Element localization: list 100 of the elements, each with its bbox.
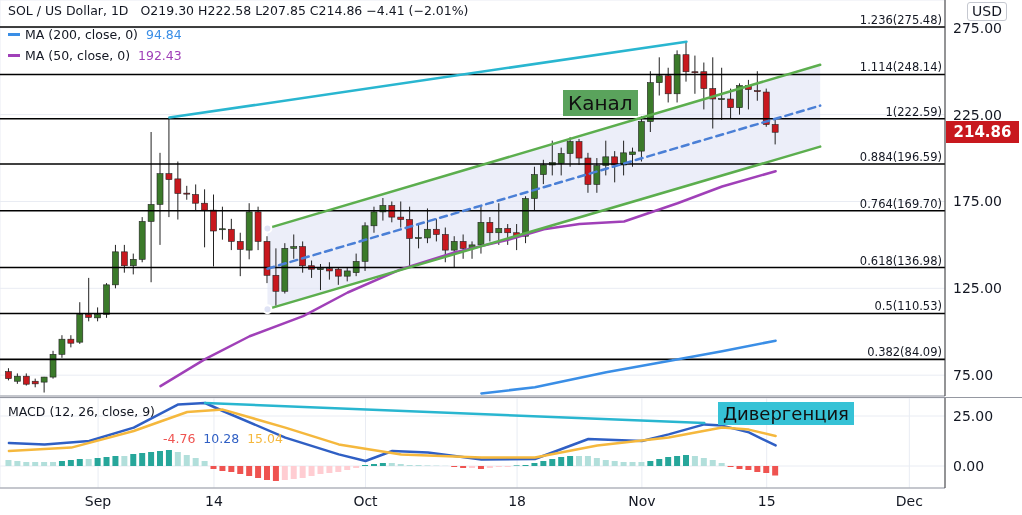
text: 214.86	[953, 123, 1012, 142]
y-tick-label: 125.00	[953, 280, 1002, 297]
bar	[192, 458, 199, 466]
bar	[754, 466, 761, 472]
ref-line-label: 1.114(248.14)	[859, 60, 942, 75]
bar	[103, 457, 110, 466]
annotation: 15.04	[247, 431, 283, 446]
y-tick-label: 25.00	[953, 407, 994, 424]
x-tick-label: Nov	[628, 492, 656, 509]
bar	[718, 463, 725, 466]
bar	[593, 458, 600, 466]
bar	[23, 462, 30, 466]
y-axis-title: USD	[967, 2, 1007, 21]
candlestick	[754, 70, 761, 102]
bar	[567, 456, 574, 466]
bar	[611, 461, 618, 466]
legend-label: MA (50, close, 0)	[25, 47, 131, 65]
bar	[683, 455, 689, 466]
ref-line-label: 1(222.59)	[885, 104, 942, 119]
ref-line-label: 0.884(196.59)	[859, 149, 942, 164]
bar	[112, 456, 119, 466]
bar	[709, 460, 716, 466]
bar	[121, 456, 128, 466]
bar	[130, 454, 137, 466]
y-tick-label: 275.00	[953, 19, 1002, 36]
candlestick	[201, 188, 208, 248]
candlestick	[424, 207, 431, 244]
candlestick	[299, 240, 306, 274]
bar	[94, 458, 101, 466]
y-tick-label: 225.00	[953, 106, 1002, 123]
candlestick	[655, 56, 663, 97]
bar	[736, 466, 743, 469]
candlestick	[433, 218, 440, 242]
bar	[201, 461, 208, 466]
y-tick-label: 175.00	[953, 193, 1002, 210]
x-tick-label: Sep	[84, 492, 112, 509]
bar	[228, 466, 235, 472]
annotation: Дивергенция	[718, 402, 854, 425]
bar	[335, 466, 342, 472]
bar	[674, 456, 681, 466]
bar	[76, 459, 83, 466]
annotation: 10.28	[203, 431, 240, 446]
bar	[602, 460, 609, 466]
bar	[745, 466, 752, 470]
candlestick	[415, 223, 422, 249]
candlestick	[727, 88, 734, 119]
bar	[691, 456, 698, 466]
candlestick	[192, 183, 199, 211]
bar	[32, 462, 39, 466]
bar	[308, 466, 315, 476]
candlestick	[290, 233, 298, 260]
line-series	[480, 339, 777, 395]
bar	[665, 457, 672, 466]
candlestick	[228, 218, 235, 251]
candlestick	[718, 67, 725, 121]
bar	[477, 466, 484, 469]
bar	[299, 466, 306, 478]
annotation: 192.43	[138, 47, 182, 65]
bar	[388, 463, 395, 466]
bar	[379, 463, 386, 466]
candlestick	[504, 223, 511, 246]
bar	[219, 466, 226, 471]
bar	[326, 466, 333, 473]
legend-label: MA (200, close, 0)	[25, 26, 138, 44]
candlestick	[771, 118, 779, 145]
bar	[584, 456, 591, 466]
bar	[629, 462, 636, 466]
bar	[772, 466, 779, 476]
candlestick	[129, 253, 137, 275]
candlestick	[397, 200, 405, 229]
bar	[14, 461, 21, 466]
x-tick-label: 14	[205, 492, 223, 509]
bar	[148, 452, 155, 466]
text: MACD (12, 26, close, 9)	[8, 404, 155, 419]
candlestick	[406, 206, 413, 268]
x-tick-label: 18	[508, 492, 526, 509]
bar	[41, 462, 48, 466]
bar	[656, 459, 663, 466]
candlestick	[629, 147, 636, 168]
y-tick-label: 0.00	[953, 457, 985, 474]
bar	[157, 451, 164, 466]
bar	[246, 466, 253, 476]
bar	[165, 450, 172, 466]
candlestick	[442, 227, 449, 263]
bar	[700, 458, 707, 466]
bar	[290, 466, 297, 479]
x-tick-label: Oct	[353, 492, 379, 509]
bar	[549, 459, 556, 466]
bar	[255, 466, 262, 478]
ref-line-label: 0.382(84.09)	[867, 345, 942, 360]
annotation: -4.76	[163, 431, 196, 446]
bar	[5, 460, 12, 466]
ref-line-label: 0.5(110.53)	[874, 299, 942, 314]
bar	[183, 455, 190, 466]
ref-line-label: 0.618(136.98)	[859, 253, 942, 268]
candlestick	[531, 166, 538, 211]
bar	[531, 463, 538, 466]
bar	[85, 459, 92, 466]
chart-title: SOL / US Dollar, 1D	[8, 3, 129, 18]
bar	[50, 462, 57, 466]
